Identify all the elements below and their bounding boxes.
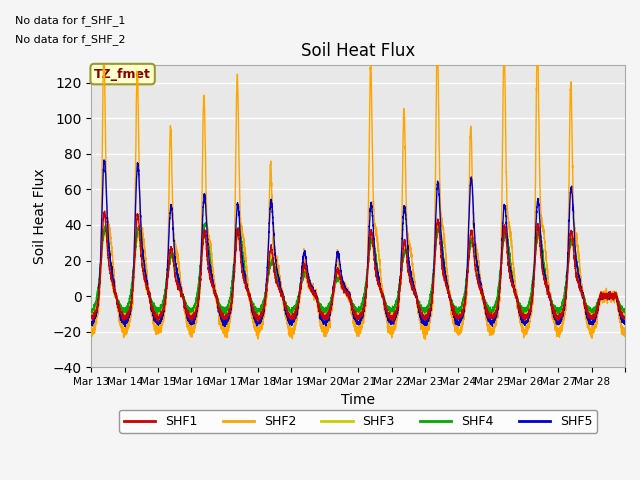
Text: TZ_fmet: TZ_fmet: [94, 68, 151, 81]
X-axis label: Time: Time: [341, 393, 375, 407]
Legend: SHF1, SHF2, SHF3, SHF4, SHF5: SHF1, SHF2, SHF3, SHF4, SHF5: [119, 410, 597, 433]
Y-axis label: Soil Heat Flux: Soil Heat Flux: [33, 168, 47, 264]
Title: Soil Heat Flux: Soil Heat Flux: [301, 42, 415, 60]
Text: No data for f_SHF_1: No data for f_SHF_1: [15, 15, 125, 26]
Text: No data for f_SHF_2: No data for f_SHF_2: [15, 35, 125, 45]
